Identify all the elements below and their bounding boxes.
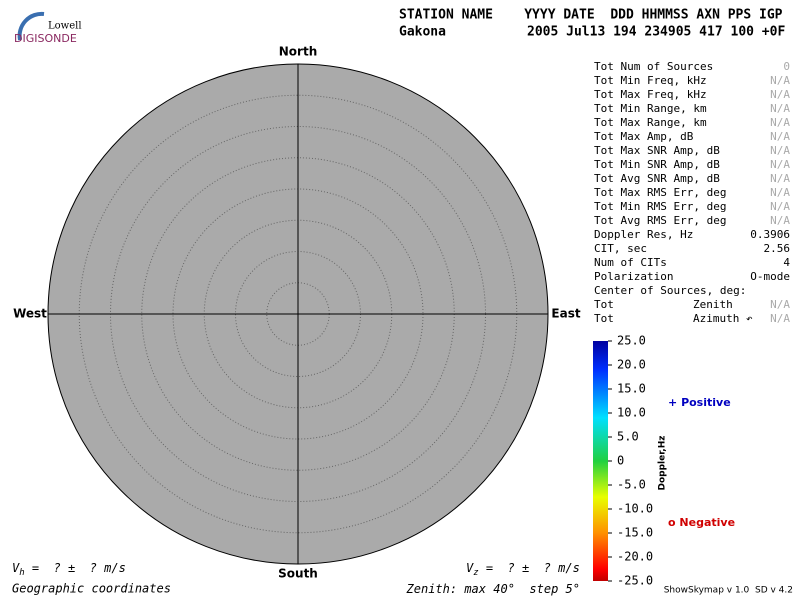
row-label: Tot Min Range, km xyxy=(594,102,707,115)
tick-label: -20.0 xyxy=(617,550,653,564)
row-field: Azimuth ↶ xyxy=(693,312,753,325)
legend-positive: + Positive xyxy=(668,396,731,409)
legend-text: Negative xyxy=(679,516,735,529)
unit: ° xyxy=(508,582,515,596)
station: Gakona xyxy=(399,25,446,40)
row-value: N/A xyxy=(770,102,790,115)
legend-negative: o Negative xyxy=(668,516,735,529)
tick-label: 20.0 xyxy=(617,358,646,372)
row-value: N/A xyxy=(770,298,790,311)
tick-label: 0 xyxy=(617,454,624,468)
row-label: Tot xyxy=(594,298,614,311)
row-label: Tot Max Range, km xyxy=(594,116,707,129)
row-value: N/A xyxy=(770,312,790,325)
zenith-max: 40 xyxy=(493,582,507,596)
skymap xyxy=(47,63,549,565)
row-label: Tot Min Freq, kHz xyxy=(594,74,707,87)
direction-label: South xyxy=(278,567,318,581)
row-value: N/A xyxy=(770,116,790,129)
legend-marker: + xyxy=(668,396,677,409)
header-labels: STATION NAME YYYY DATE DDD HHMMSS AXN PP… xyxy=(399,8,783,23)
legend-marker: o xyxy=(668,516,676,529)
row-label: Tot Min SNR Amp, dB xyxy=(594,158,720,171)
tick-label: 10.0 xyxy=(617,406,646,420)
row-label: Num of CITs xyxy=(594,256,667,269)
tick-label: 15.0 xyxy=(617,382,646,396)
row-value: 4 xyxy=(783,256,790,269)
logo-text: Lowell xyxy=(48,21,82,32)
logo-swoosh xyxy=(17,11,45,41)
row-label: Tot Num of Sources xyxy=(594,60,713,73)
row-value: N/A xyxy=(770,158,790,171)
row-field: Zenith xyxy=(693,298,733,311)
row-value: 0.3906 xyxy=(750,228,790,241)
row-label: Tot xyxy=(594,312,614,325)
v-sub: h xyxy=(19,568,24,578)
tick-label: -10.0 xyxy=(617,502,653,516)
logo: Lowell DIGISONDE xyxy=(14,11,82,45)
v-text: = ? ± ? m/s xyxy=(25,561,126,575)
row-label: Tot Max RMS Err, deg xyxy=(594,186,726,199)
row-label: Tot Max Freq, kHz xyxy=(594,88,707,101)
row-value: 0 xyxy=(783,60,790,73)
zenith-step: 5 xyxy=(566,582,573,596)
zenith-step-label: step xyxy=(529,582,558,596)
row-label: Polarization xyxy=(594,270,673,283)
row-value: N/A xyxy=(770,172,790,185)
legend-text: Positive xyxy=(681,396,731,409)
row-label: Tot Avg SNR Amp, dB xyxy=(594,172,720,185)
v-symbol: V xyxy=(12,561,20,575)
row-value: N/A xyxy=(770,88,790,101)
velocity: Vz = ? ± ? m/s xyxy=(466,561,580,578)
row-value: 2.56 xyxy=(764,242,791,255)
row-label: Tot Min RMS Err, deg xyxy=(594,200,726,213)
info-table: Tot Num of Sources 0 Tot Min Freq, kHz N/A T… xyxy=(594,60,790,325)
row-label: Tot Max SNR Amp, dB xyxy=(594,144,720,157)
version: ShowSkymap v 1.0 SD v 4.2 xyxy=(664,586,793,596)
tick-label: 5.0 xyxy=(617,430,639,444)
direction-label: West xyxy=(13,307,47,321)
colorbar xyxy=(593,341,608,581)
logo-text: DIGISONDE xyxy=(14,32,77,45)
section-title: Center of Sources, deg: xyxy=(594,284,746,297)
row-value: N/A xyxy=(770,200,790,213)
v-symbol: V xyxy=(466,561,474,575)
zenith-label: Zenith: max xyxy=(406,582,487,596)
row-value: N/A xyxy=(770,130,790,143)
header-values: 2005 Jul13 194 234905 417 100 +0F xyxy=(527,25,785,40)
tick-label: -15.0 xyxy=(617,526,653,540)
row-value: N/A xyxy=(770,144,790,157)
tick-label: -25.0 xyxy=(617,574,653,588)
row-value: O-mode xyxy=(750,270,790,283)
direction-label: East xyxy=(551,307,580,321)
row-value: N/A xyxy=(770,186,790,199)
colorbar-ticks: 25.0 20.0 15.0 10.0 5.0 0 -5.0 -10.0 -15.0 -20.0 -… xyxy=(608,334,653,588)
v-sub: z xyxy=(473,568,478,578)
row-label: Tot Avg RMS Err, deg xyxy=(594,214,726,227)
colorbar-label: Doppler,Hz xyxy=(658,435,668,490)
zenith-info: Zenith: max 40° step 5° xyxy=(406,582,580,596)
velocity: Vh = ? ± ? m/s xyxy=(12,561,126,578)
row-label: Tot Max Amp, dB xyxy=(594,130,694,143)
tick-label: -5.0 xyxy=(617,478,646,492)
coordinates: Geographic coordinates xyxy=(12,582,171,596)
v-text: = ? ± ? m/s xyxy=(479,561,580,575)
direction-label: North xyxy=(279,45,317,59)
row-value: N/A xyxy=(770,74,790,87)
row-value: N/A xyxy=(770,214,790,227)
row-label: Doppler Res, Hz xyxy=(594,228,693,241)
tick-label: 25.0 xyxy=(617,334,646,348)
unit: ° xyxy=(573,582,580,596)
row-label: CIT, sec xyxy=(594,242,647,255)
